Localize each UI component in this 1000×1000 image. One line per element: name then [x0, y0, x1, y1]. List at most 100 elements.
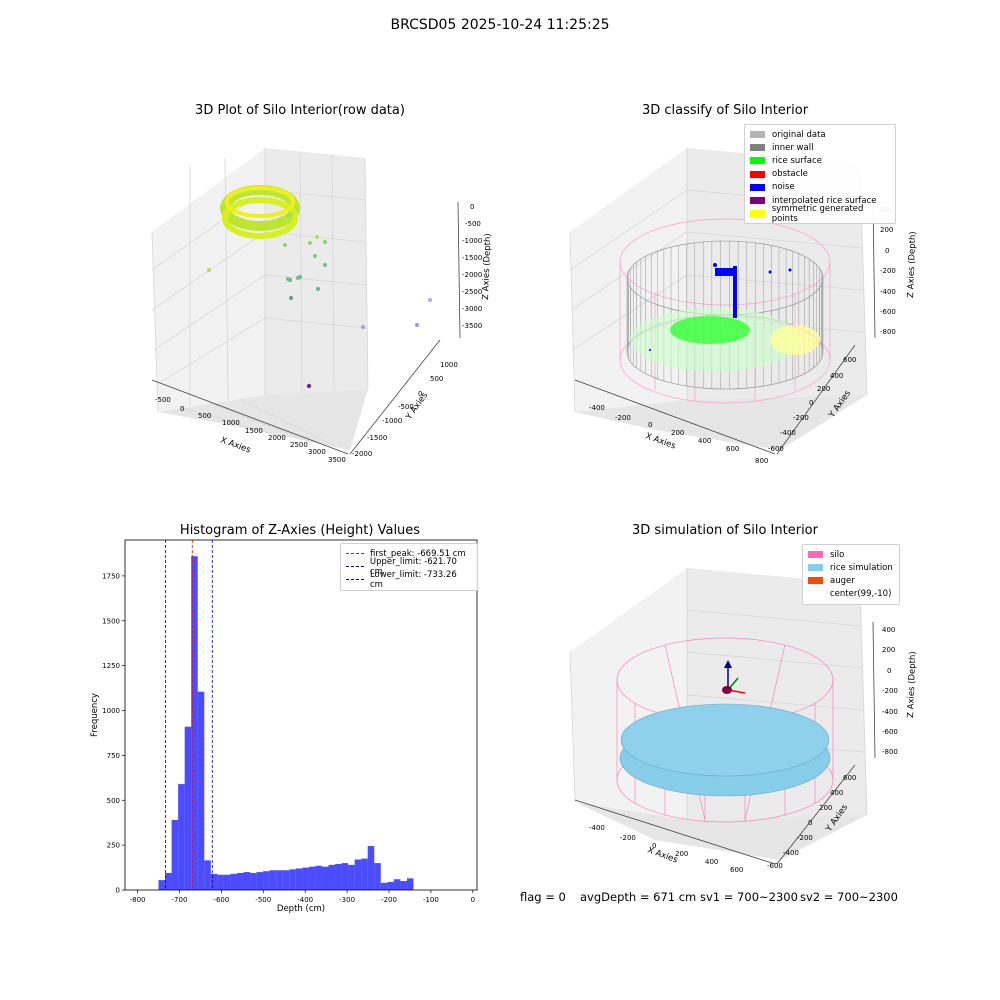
histogram-ylabel: Frequency [90, 693, 100, 737]
svg-text:-200: -200 [793, 414, 809, 422]
histogram-bar [341, 863, 349, 890]
histogram-bar [354, 859, 362, 890]
raw-xlabel: X Axies [219, 435, 252, 455]
svg-text:-500: -500 [465, 220, 481, 228]
simulation-legend-label: silo [830, 549, 845, 560]
histogram-x-tick-label: -200 [381, 896, 397, 904]
svg-text:400: 400 [698, 437, 711, 445]
simulation-legend-item: auger [808, 574, 894, 587]
simulation-legend-item: rice simulation [808, 561, 894, 574]
histogram-legend-item: Lower_limit: -733.26 cm [346, 570, 472, 590]
svg-text:200: 200 [671, 429, 684, 437]
svg-text:0: 0 [885, 247, 889, 255]
histogram-bar [374, 863, 381, 890]
classify-legend-label: inner wall [772, 142, 814, 153]
svg-text:200: 200 [880, 226, 893, 234]
classify-legend-item: rice surface [750, 154, 890, 167]
simulation-plot-title: 3D simulation of Silo Interior [632, 523, 818, 538]
classify-legend-label: interpolated rice surface [772, 195, 877, 206]
histogram-bar [308, 866, 316, 890]
svg-text:-2000: -2000 [352, 450, 372, 458]
histogram-bar [217, 874, 224, 890]
histogram-bar [256, 872, 264, 890]
svg-text:-600: -600 [880, 308, 896, 316]
histogram-x-tick-label: -700 [172, 896, 188, 904]
svg-text:200: 200 [882, 646, 895, 654]
histogram-y-tick-label: 1000 [102, 707, 120, 715]
svg-text:200: 200 [817, 385, 830, 393]
simulation-legend-label: center(99,-10) [830, 589, 892, 600]
histogram-frame [124, 539, 478, 891]
histogram-legend-line [346, 553, 364, 555]
svg-text:-3000: -3000 [462, 305, 482, 313]
simulation-3d-plot: -400 -200 0 200 400 600 X Axies 600 400 … [569, 568, 918, 874]
raw-y-ticks: 1000 500 0 -500 -1000 -1500 -2000 [352, 361, 458, 458]
histogram-bar [321, 866, 329, 890]
histogram-x-tick-label: -500 [255, 896, 271, 904]
svg-text:-400: -400 [882, 708, 898, 716]
svg-text:-200: -200 [797, 834, 813, 842]
histogram-legend: first_peak: -669.51 cm Upper_limit: -621.… [340, 543, 478, 591]
classify-legend-item: interpolated rice surface [750, 194, 890, 207]
simulation-legend-label: rice simulation [830, 562, 893, 573]
svg-text:500: 500 [198, 412, 211, 420]
histogram-vlines [165, 540, 213, 890]
histogram-title: Histogram of Z-Axies (Height) Values [179, 523, 421, 538]
histogram-y-tick-label: 1250 [102, 662, 120, 670]
svg-text:0: 0 [808, 819, 812, 827]
histogram-bar [204, 860, 211, 890]
histogram-bar [295, 868, 303, 890]
histogram-y-tick-label: 750 [107, 752, 120, 760]
histogram-bar [243, 872, 251, 890]
svg-text:-600: -600 [882, 728, 898, 736]
histogram-x-tick-label: -300 [339, 896, 355, 904]
svg-text:3500: 3500 [328, 456, 346, 464]
simulation-y-ticks: 600 400 200 0 -200 -400 -600 [767, 774, 856, 870]
svg-text:0: 0 [652, 842, 656, 850]
svg-text:0: 0 [418, 390, 422, 398]
svg-text:-2000: -2000 [462, 271, 482, 279]
svg-text:-400: -400 [880, 288, 896, 296]
classify-legend-item: inner wall [750, 141, 890, 154]
histogram-bar [328, 864, 336, 890]
svg-text:1500: 1500 [245, 427, 263, 435]
svg-text:-500: -500 [398, 403, 414, 411]
histogram-x-ticks: -800 -700 -600 -500 -400 -300 -200 -100 0 [130, 890, 475, 904]
histogram-bar [276, 870, 283, 890]
svg-text:400: 400 [830, 789, 843, 797]
status-sv2: sv2 = 700~2300 [800, 890, 898, 904]
svg-text:1000: 1000 [440, 361, 458, 369]
histogram-bar [178, 784, 185, 890]
simulation-legend-item: silo [808, 548, 894, 561]
histogram-bar [387, 881, 394, 890]
svg-text:-1500: -1500 [462, 254, 482, 262]
svg-text:600: 600 [843, 356, 856, 364]
simulation-legend-swatch [808, 577, 823, 585]
classify-zlabel: Z Axies (Depth) [906, 231, 918, 298]
svg-text:-200: -200 [882, 687, 898, 695]
simulation-legend-swatch [808, 564, 823, 572]
svg-text:-1000: -1000 [462, 237, 482, 245]
histogram-bar [197, 691, 205, 890]
classify-legend-swatch [750, 183, 765, 191]
svg-text:2000: 2000 [268, 434, 286, 442]
classify-legend-label: original data [772, 129, 826, 140]
histogram-bar [400, 881, 407, 890]
histogram-x-tick-label: -100 [423, 896, 439, 904]
histogram-y-tick-label: 0 [116, 887, 120, 895]
classify-legend-item: original data [750, 128, 890, 141]
svg-text:0: 0 [887, 667, 891, 675]
histogram-bar [171, 820, 179, 890]
histogram-x-tick-label: -600 [213, 896, 229, 904]
histogram-bar [335, 863, 342, 890]
histogram-bar [210, 873, 218, 890]
histogram-bar [165, 872, 172, 890]
histogram-x-tick-label: -400 [297, 896, 313, 904]
histogram-bar [184, 726, 192, 890]
svg-text:-800: -800 [880, 328, 896, 336]
svg-text:-500: -500 [155, 396, 171, 404]
svg-text:0: 0 [648, 421, 652, 429]
histogram-bar [223, 874, 231, 890]
histogram-legend-item: Upper_limit: -621.70 cm [346, 557, 472, 577]
inner-wall-strokes [626, 241, 824, 389]
